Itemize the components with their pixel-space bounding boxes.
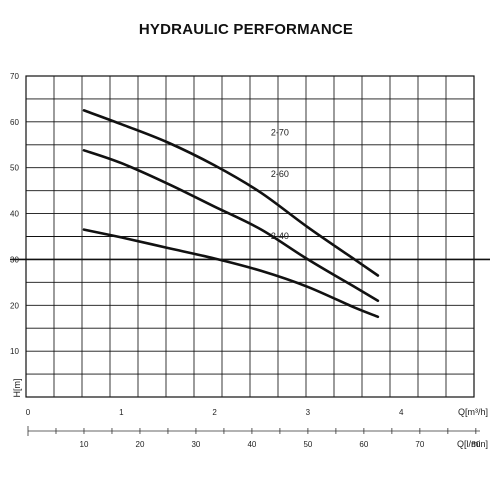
x-axis-label-lmin: Q[l/min] — [457, 439, 488, 449]
y-tick-label: 70 — [10, 72, 19, 81]
y-tick-label: 60 — [10, 118, 19, 127]
x-tick-label-lmin: 70 — [415, 440, 424, 449]
y-tick-label: 20 — [10, 301, 19, 310]
series-line-2-40 — [82, 228, 380, 319]
x-tick-label-lmin: 10 — [80, 440, 89, 449]
x-tick-label-m3h: 1 — [119, 408, 124, 417]
x-tick-label-m3h: 2 — [212, 408, 217, 417]
x-tick-label-lmin: 50 — [303, 440, 312, 449]
y-tick-label: 50 — [10, 164, 19, 173]
y-axis-label: H[m] — [12, 379, 22, 398]
x-tick-label-lmin: 40 — [247, 440, 256, 449]
x-tick-label-m3h: 0 — [26, 408, 31, 417]
x-axis-lmin: 10 20 30 40 50 60 70 80 — [27, 426, 481, 449]
x-tick-label-lmin: 60 — [359, 440, 368, 449]
series-lines: 2-70 2-60 2-40 — [82, 109, 380, 319]
x-axis-label-m3h: Q[m³/h] — [458, 407, 488, 417]
x-tick-label-m3h: 4 — [399, 408, 404, 417]
grid — [10, 75, 490, 398]
series-line-2-70 — [82, 109, 380, 277]
x-tick-label-lmin: 30 — [191, 440, 200, 449]
x-tick-label-lmin: 80 — [471, 440, 480, 449]
series-line-2-60 — [82, 149, 380, 302]
y-tick-label: 40 — [10, 210, 19, 219]
x-axis-m3h: 0 1 2 3 4 — [26, 408, 404, 417]
y-tick-label: 30 — [10, 255, 19, 264]
x-tick-label-m3h: 3 — [306, 408, 311, 417]
y-tick-label: 10 — [10, 347, 19, 356]
series-label-2-60: 2-60 — [271, 169, 289, 179]
y-axis-ticks: 10 20 30 40 50 60 70 — [10, 72, 19, 356]
series-label-2-70: 2-70 — [271, 128, 289, 138]
chart-title: HYDRAULIC PERFORMANCE — [139, 21, 353, 38]
x-tick-label-lmin: 20 — [136, 440, 145, 449]
series-label-2-40: 2-40 — [271, 231, 289, 241]
